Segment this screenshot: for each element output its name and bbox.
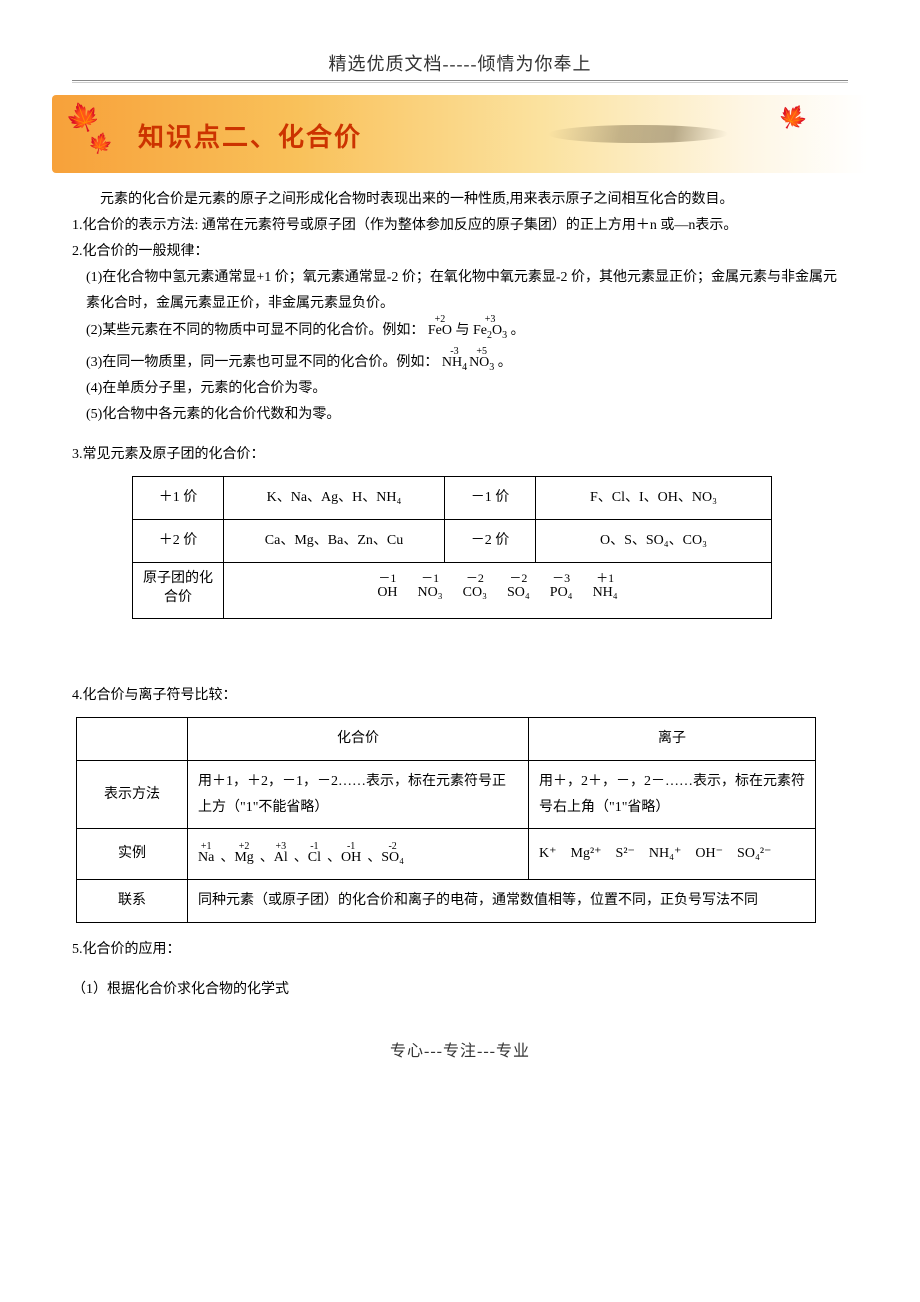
table-row: 表示方法 用＋1，＋2，－1，－2……表示，标在元素符号正上方（"1"不能省略）… bbox=[77, 760, 816, 829]
ion-item: Mg²⁺ bbox=[571, 846, 602, 861]
paragraph-2-2: (2)某些元素在不同的物质中可显不同的化合价。例如： +2FeO 与 +3Fe2… bbox=[72, 318, 848, 344]
valence-fe2o3: +3Fe2O3 bbox=[473, 324, 507, 341]
cell: －1 价 bbox=[445, 476, 536, 519]
radical-item: －1OH bbox=[377, 571, 397, 602]
ion-item: SO₄²⁻ bbox=[737, 846, 771, 861]
paragraph-1: 1.化合价的表示方法: 通常在元素符号或原子团（作为整体参加反应的原子集团）的正… bbox=[72, 213, 848, 239]
section-banner: 🍁 🍁 🍁 知识点二、化合价 bbox=[52, 95, 868, 173]
table-row: 实例 +1Na、+2Mg、+3Al、-1Cl、-1OH、-2SO₄ K⁺ Mg²⁺… bbox=[77, 829, 816, 880]
valence-item: -1OH bbox=[341, 851, 361, 865]
table-row: 原子团的化合价 －1OH －1NO₃ －2CO₃ －2SO₄ －3PO₄ ＋1NH₄ bbox=[133, 562, 772, 618]
banner-title: 知识点二、化合价 bbox=[138, 117, 362, 154]
valence-nh4: -3NH4 bbox=[442, 356, 467, 373]
paragraph-3: 3.常见元素及原子团的化合价： bbox=[72, 442, 848, 468]
header-rule-1 bbox=[72, 80, 848, 81]
table-row: 化合价 离子 bbox=[77, 717, 816, 760]
ion-item: K⁺ bbox=[539, 846, 557, 861]
header-rule-2 bbox=[72, 82, 848, 83]
paragraph-2: 2.化合价的一般规律： bbox=[72, 239, 848, 265]
p2-2-prefix: (2)某些元素在不同的物质中可显不同的化合价。例如： bbox=[86, 323, 424, 338]
table-row: 联系 同种元素（或原子团）的化合价和离子的电荷，通常数值相等，位置不同，正负号写… bbox=[77, 880, 816, 923]
ion-item: S²⁻ bbox=[616, 846, 635, 861]
table-row: ＋2 价 Ca、Mg、Ba、Zn、Cu －2 价 O、S、SO₄、CO₃ bbox=[133, 519, 772, 562]
valence-table: ＋1 价 K、Na、Ag、H、NH₄ －1 价 F、Cl、I、OH、NO₃ ＋2… bbox=[132, 476, 772, 619]
p2-3-prefix: (3)在同一物质里，同一元素也可显不同的化合价。例如： bbox=[86, 355, 438, 370]
cell: F、Cl、I、OH、NO₃ bbox=[536, 476, 772, 519]
valence-item: +1Na bbox=[198, 851, 214, 865]
footer: 专心---专注---专业 bbox=[72, 1037, 848, 1061]
paragraph-2-4: (4)在单质分子里，元素的化合价为零。 bbox=[72, 376, 848, 402]
cell: 实例 bbox=[77, 829, 188, 880]
cell: 表示方法 bbox=[77, 760, 188, 829]
cell: 用＋，2＋，－，2－……表示，标在元素符号右上角（"1"省略） bbox=[529, 760, 816, 829]
p2-2-end: 。 bbox=[511, 323, 525, 338]
cell: 离子 bbox=[529, 717, 816, 760]
page: 精选优质文档-----倾情为你奉上 🍁 🍁 🍁 知识点二、化合价 元素的化合价是… bbox=[0, 0, 920, 1101]
top-header: 精选优质文档-----倾情为你奉上 bbox=[72, 50, 848, 76]
radical-item: ＋1NH₄ bbox=[593, 571, 618, 602]
comparison-table: 化合价 离子 表示方法 用＋1，＋2，－1，－2……表示，标在元素符号正上方（"… bbox=[76, 717, 816, 923]
ion-item: NH₄⁺ bbox=[649, 846, 682, 861]
radical-item: －2CO₃ bbox=[463, 571, 487, 602]
cell-radical-label: 原子团的化合价 bbox=[133, 562, 224, 618]
paragraph-4: 4.化合价与离子符号比较： bbox=[72, 683, 848, 709]
cell: 用＋1，＋2，－1，－2……表示，标在元素符号正上方（"1"不能省略） bbox=[188, 760, 529, 829]
valence-item: +2Mg bbox=[234, 851, 253, 865]
paragraph-2-1: (1)在化合物中氢元素通常显+1 价；氧元素通常显-2 价；在氧化物中氧元素显-… bbox=[72, 265, 848, 317]
valence-item: -2SO₄ bbox=[381, 851, 404, 865]
cell: Ca、Mg、Ba、Zn、Cu bbox=[224, 519, 445, 562]
paragraph-2-3: (3)在同一物质里，同一元素也可显不同的化合价。例如： -3NH4 +5NO3 … bbox=[72, 350, 848, 376]
valence-no3: +5NO3 bbox=[469, 356, 494, 373]
content-body: 元素的化合价是元素的原子之间形成化合物时表现出来的一种性质,用来表示原子之间相互… bbox=[72, 187, 848, 1003]
cell: －2 价 bbox=[445, 519, 536, 562]
leaf-icon: 🍁 bbox=[773, 97, 813, 137]
cell: K、Na、Ag、H、NH₄ bbox=[224, 476, 445, 519]
paragraph-5-1: （1）根据化合价求化合物的化学式 bbox=[72, 977, 848, 1003]
valence-item: -1Cl bbox=[308, 851, 321, 865]
cell-example-ions: K⁺ Mg²⁺ S²⁻ NH₄⁺ OH⁻ SO₄²⁻ bbox=[529, 829, 816, 880]
cell: ＋1 价 bbox=[133, 476, 224, 519]
cell bbox=[77, 717, 188, 760]
radical-item: －2SO₄ bbox=[507, 571, 530, 602]
cell: O、S、SO₄、CO₃ bbox=[536, 519, 772, 562]
paragraph-5: 5.化合价的应用： bbox=[72, 937, 848, 963]
cell: 同种元素（或原子团）的化合价和离子的电荷，通常数值相等，位置不同，正负号写法不同 bbox=[188, 880, 816, 923]
radical-item: －3PO₄ bbox=[550, 571, 573, 602]
cell: ＋2 价 bbox=[133, 519, 224, 562]
cell: 化合价 bbox=[188, 717, 529, 760]
intro-paragraph: 元素的化合价是元素的原子之间形成化合物时表现出来的一种性质,用来表示原子之间相互… bbox=[72, 187, 848, 213]
cell: 联系 bbox=[77, 880, 188, 923]
valence-feo: +2FeO bbox=[428, 324, 452, 338]
radical-item: －1NO₃ bbox=[418, 571, 443, 602]
valence-item: +3Al bbox=[274, 851, 288, 865]
ion-item: OH⁻ bbox=[695, 846, 723, 861]
brush-stroke bbox=[546, 125, 729, 143]
table-row: ＋1 价 K、Na、Ag、H、NH₄ －1 价 F、Cl、I、OH、NO₃ bbox=[133, 476, 772, 519]
leaf-icon: 🍁 bbox=[85, 128, 116, 159]
cell-example-valences: +1Na、+2Mg、+3Al、-1Cl、-1OH、-2SO₄ bbox=[188, 829, 529, 880]
cell-radicals: －1OH －1NO₃ －2CO₃ －2SO₄ －3PO₄ ＋1NH₄ bbox=[224, 562, 772, 618]
p2-2-join: 与 bbox=[455, 323, 469, 338]
paragraph-2-5: (5)化合物中各元素的化合价代数和为零。 bbox=[72, 402, 848, 428]
p2-3-end: 。 bbox=[498, 355, 512, 370]
